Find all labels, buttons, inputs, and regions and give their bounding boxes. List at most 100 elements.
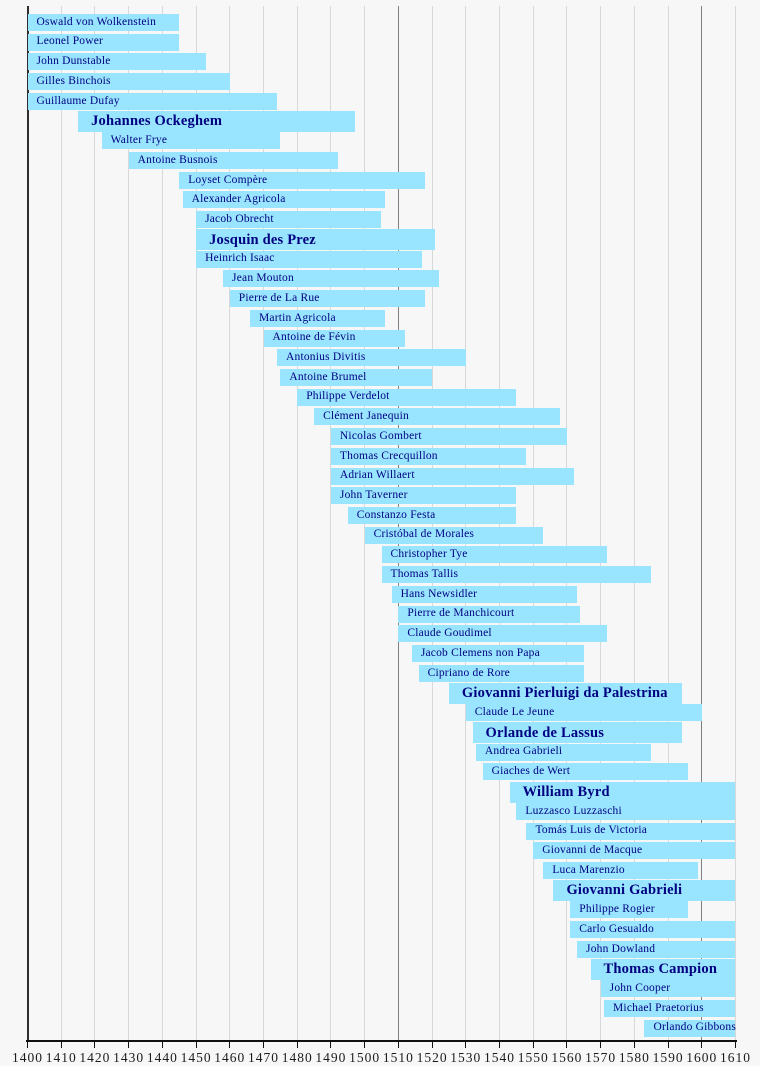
composer-label[interactable]: John Taverner (339, 489, 408, 502)
composer-label[interactable]: Giovanni Pierluigi da Palestrina (461, 685, 668, 702)
composer-label[interactable]: Giovanni de Macque (542, 843, 643, 856)
composer-label[interactable]: Martin Agricola (259, 311, 336, 324)
axis-tick-label: 1480 (281, 1050, 313, 1065)
composer-bar: John Taverner (330, 487, 517, 505)
composer-label[interactable]: Hans Newsidler (400, 587, 478, 600)
composer-bar: Philippe Rogier (570, 901, 689, 919)
composer-label[interactable]: Michael Praetorius (613, 1001, 704, 1014)
composer-bar: Andrea Gabrieli (475, 743, 652, 761)
composer-label[interactable]: Cipriano de Rore (427, 666, 510, 679)
composer-label[interactable]: Gilles Binchois (36, 74, 111, 87)
axis-tick-1610 (735, 1042, 736, 1048)
composer-label[interactable]: Pierre de Manchicourt (407, 607, 515, 620)
composer-bar: Oswald von Wolkenstein (27, 14, 180, 31)
composer-bar: Nicolas Gombert (330, 428, 567, 446)
composer-label[interactable]: William Byrd (522, 783, 610, 800)
composer-label[interactable]: John Dowland (586, 942, 656, 955)
composer-bar: William Byrd (509, 781, 736, 803)
composer-label[interactable]: Johannes Ockeghem (91, 113, 223, 130)
composer-label[interactable]: Nicolas Gombert (339, 429, 422, 442)
composer-label[interactable]: Christopher Tye (390, 548, 468, 561)
composer-label[interactable]: Andrea Gabrieli (484, 745, 563, 758)
composer-label[interactable]: Thomas Tallis (390, 567, 459, 580)
composer-label[interactable]: Adrian Willaert (339, 469, 415, 482)
composer-label[interactable]: Guillaume Dufay (36, 94, 120, 107)
composer-label[interactable]: Thomas Crecquillon (339, 449, 438, 462)
composer-bar: Orlando Gibbons (644, 1019, 737, 1037)
axis-tick-1500 (364, 1042, 366, 1048)
composer-label[interactable]: Jacob Clemens non Papa (420, 646, 540, 659)
composer-label[interactable]: Loyset Compère (188, 173, 268, 186)
gridline-1430 (128, 6, 130, 1040)
axis-tick-label: 1440 (146, 1050, 178, 1065)
composer-label[interactable]: Thomas Campion (603, 961, 718, 978)
composer-bar: Hans Newsidler (391, 585, 578, 603)
axis-tick-label: 1500 (349, 1050, 381, 1065)
composer-bar: Tomás Luis de Victoria (526, 822, 736, 840)
composer-bar: Jacob Obrecht (196, 211, 382, 229)
composer-bar: Gilles Binchois (27, 73, 230, 91)
gridline-1610 (735, 6, 736, 1040)
composer-bar: Clément Janequin (314, 408, 561, 426)
composer-bar: Luzzasco Luzzaschi (516, 802, 736, 820)
composer-label[interactable]: Clément Janequin (323, 410, 409, 423)
composer-bar: John Dowland (577, 940, 736, 958)
composer-bar: Josquin des Prez (196, 229, 436, 251)
composer-label[interactable]: Orlande de Lassus (485, 724, 605, 741)
composer-label[interactable]: John Dunstable (36, 55, 111, 68)
composer-bar: Leonel Power (27, 33, 180, 51)
gridline-1440 (161, 6, 163, 1040)
axis-tick-label: 1430 (113, 1050, 145, 1065)
gridline-1560 (566, 6, 568, 1040)
axis-tick-1510 (397, 1042, 399, 1048)
composer-label[interactable]: Antoine Busnois (137, 153, 218, 166)
composer-bar: Thomas Crecquillon (330, 447, 527, 465)
composer-bar: Antoine Busnois (128, 152, 338, 170)
axis-tick-label: 1520 (416, 1050, 448, 1065)
composer-bar: Philippe Verdelot (297, 388, 517, 406)
composer-label[interactable]: Antoine Brumel (289, 370, 367, 383)
composer-label[interactable]: Claude Goudimel (407, 627, 492, 640)
composer-bar: John Dunstable (27, 53, 207, 71)
gridline-1470 (263, 6, 264, 1040)
composer-label[interactable]: Orlando Gibbons (653, 1021, 737, 1034)
composer-label[interactable]: Constanzo Festa (356, 508, 436, 521)
composer-label[interactable]: Heinrich Isaac (205, 252, 275, 265)
composer-label[interactable]: Antoine de Févin (272, 331, 356, 344)
composer-label[interactable]: Tomás Luis de Victoria (535, 824, 648, 837)
gridline-1410 (60, 6, 62, 1040)
composer-bar: Antoine Brumel (280, 368, 433, 386)
composer-label[interactable]: Carlo Gesualdo (579, 922, 654, 935)
composer-label[interactable]: Giovanni Gabrieli (566, 882, 683, 899)
composer-label[interactable]: Philippe Rogier (579, 903, 655, 916)
composer-label[interactable]: Philippe Verdelot (306, 390, 390, 403)
composer-label[interactable]: Alexander Agricola (191, 193, 286, 206)
composer-label[interactable]: Oswald von Wolkenstein (36, 15, 157, 28)
composer-label[interactable]: Antonius Divitis (285, 350, 366, 363)
composer-label[interactable]: Cristóbal de Morales (373, 528, 475, 541)
composer-bar: Loyset Compère (179, 171, 426, 189)
gridline-1460 (229, 6, 231, 1040)
axis-tick-1520 (431, 1042, 433, 1048)
composer-label[interactable]: Josquin des Prez (209, 231, 316, 248)
composer-label[interactable]: Jacob Obrecht (205, 212, 274, 225)
composer-label[interactable]: Claude Le Jeune (474, 705, 555, 718)
composer-label[interactable]: Jean Mouton (232, 272, 294, 285)
composer-bar: Michael Praetorius (604, 1000, 736, 1017)
composer-bar: Claude Goudimel (398, 625, 608, 643)
axis-tick-1560 (566, 1042, 568, 1048)
composer-label[interactable]: Pierre de La Rue (238, 291, 320, 304)
composer-bar: Adrian Willaert (330, 467, 574, 485)
axis-tick-label: 1570 (585, 1050, 617, 1065)
composer-label[interactable]: John Cooper (609, 982, 671, 995)
composer-bar: Heinrich Isaac (196, 250, 422, 268)
composer-label[interactable]: Leonel Power (36, 35, 104, 48)
axis-tick-label: 1510 (382, 1050, 414, 1065)
composer-label[interactable]: Luca Marenzio (552, 863, 625, 876)
composer-label[interactable]: Walter Frye (110, 134, 168, 147)
axis-tick-1450 (195, 1042, 197, 1048)
composer-label[interactable]: Luzzasco Luzzaschi (525, 804, 622, 817)
composer-bar: Walter Frye (101, 132, 281, 150)
composer-label[interactable]: Giaches de Wert (491, 765, 571, 778)
axis-tick-1410 (60, 1042, 62, 1048)
